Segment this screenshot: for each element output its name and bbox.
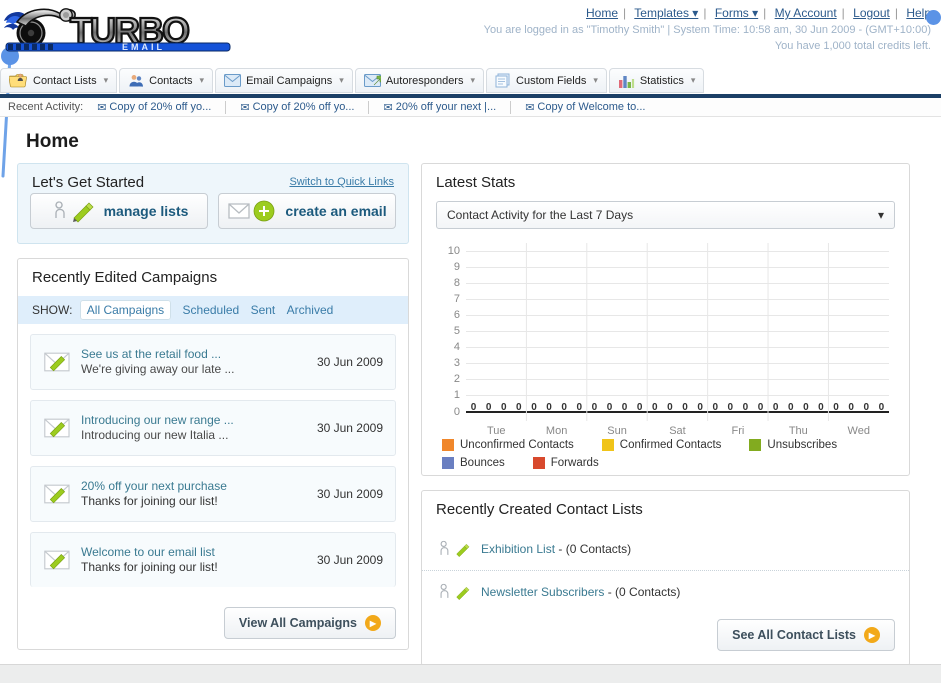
svg-text:EMAIL: EMAIL (122, 42, 165, 52)
